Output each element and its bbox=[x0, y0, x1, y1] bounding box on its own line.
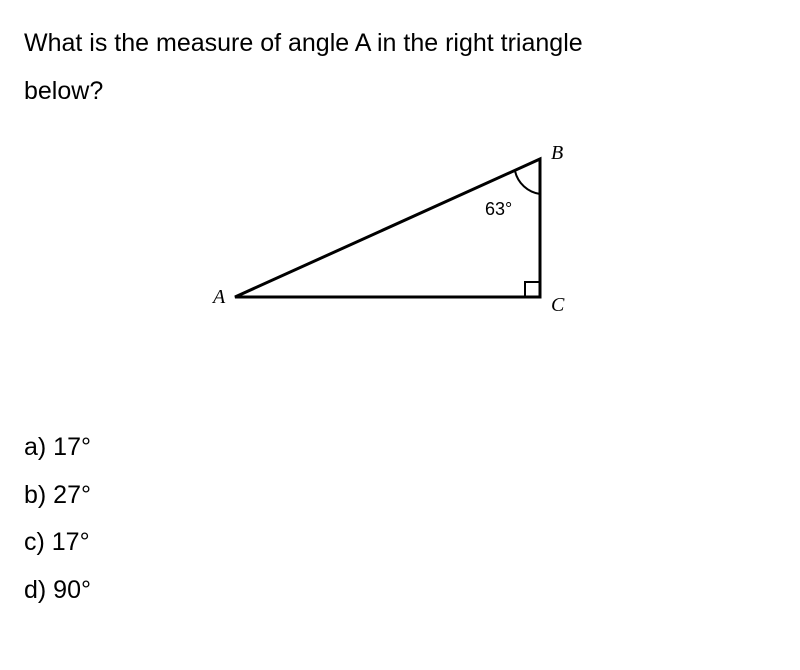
vertex-label-A: A bbox=[211, 286, 226, 308]
option-d[interactable]: d) 90° bbox=[24, 567, 776, 615]
triangle-diagram: A B C 63° bbox=[24, 139, 776, 334]
angle-arc bbox=[515, 171, 540, 194]
answer-options: a) 17° b) 27° c) 17° d) 90° bbox=[24, 424, 776, 614]
vertex-label-C: C bbox=[551, 294, 565, 316]
triangle-svg: A B C 63° bbox=[205, 139, 595, 334]
right-angle-marker bbox=[525, 282, 540, 297]
option-a[interactable]: a) 17° bbox=[24, 424, 776, 472]
option-b[interactable]: b) 27° bbox=[24, 472, 776, 520]
option-c[interactable]: c) 17° bbox=[24, 519, 776, 567]
vertex-label-B: B bbox=[551, 142, 563, 164]
question-line-2: below? bbox=[24, 77, 103, 105]
triangle-shape bbox=[235, 159, 540, 297]
question-line-1: What is the measure of angle A in the ri… bbox=[24, 29, 583, 57]
angle-label: 63° bbox=[485, 199, 512, 219]
question-text: What is the measure of angle A in the ri… bbox=[24, 20, 776, 115]
